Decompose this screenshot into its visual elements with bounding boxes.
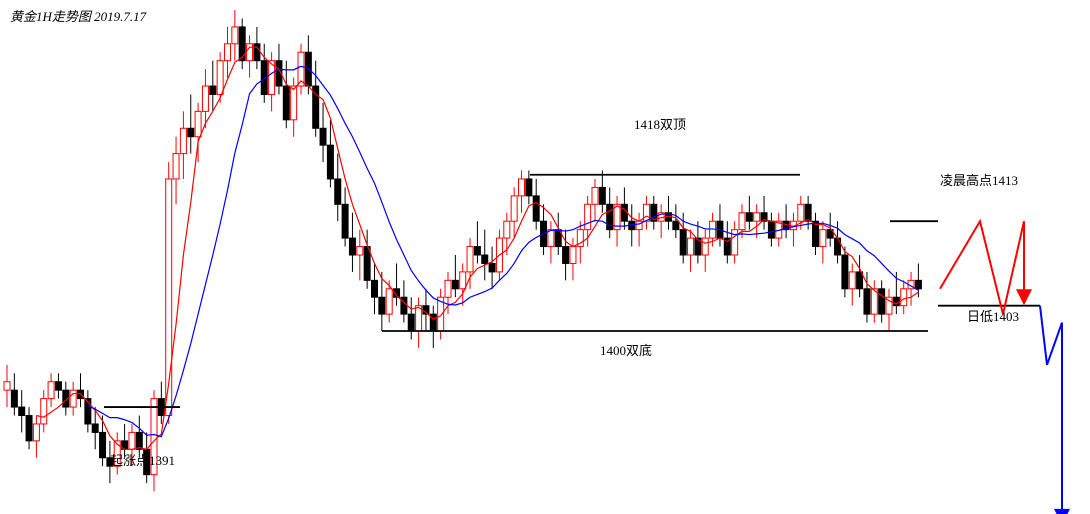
start-low-label: 起涨点1391: [110, 450, 175, 469]
morning-high-label: 凌晨高点1413: [940, 170, 1018, 189]
double-bottom-label: 1400双底: [600, 340, 652, 359]
day-low-label: 日低1403: [967, 306, 1019, 325]
double-top-label: 1418双顶: [634, 114, 686, 133]
candlestick-chart: [0, 0, 1090, 514]
